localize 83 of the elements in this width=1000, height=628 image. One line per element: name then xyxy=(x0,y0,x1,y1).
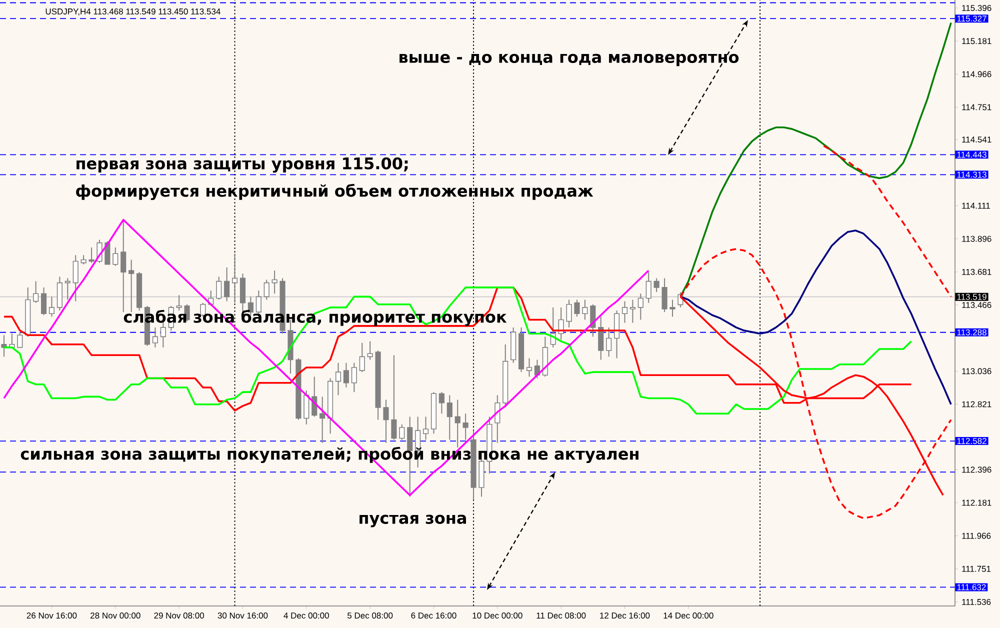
candlestick xyxy=(40,286,47,316)
candlestick xyxy=(351,362,357,393)
candlestick xyxy=(176,294,182,312)
ref-line-label: 111.632 xyxy=(957,584,986,590)
y-tick-label: 112.396 xyxy=(962,466,992,473)
candlestick xyxy=(335,362,342,396)
candlestick xyxy=(359,342,365,373)
candlestick xyxy=(391,354,397,440)
y-tick-label: 111.536 xyxy=(962,598,991,605)
candlestick xyxy=(654,278,660,293)
y-tick-label: 113.681 xyxy=(962,268,992,275)
candlestick xyxy=(320,396,326,444)
candlestick xyxy=(526,358,532,378)
y-tick-label: 111.966 xyxy=(962,532,991,539)
x-tick-label: 30 Nov 16:00 xyxy=(218,612,268,619)
candlestick xyxy=(399,424,405,440)
candlestick xyxy=(454,399,460,448)
text: USDJPY,H4 113.468 113.549 113.450 113.534 xyxy=(46,8,220,16)
x-tick-label: 14 Dec 00:00 xyxy=(664,612,714,619)
candlestick xyxy=(438,392,444,414)
candlestick xyxy=(630,299,636,324)
candlestick xyxy=(224,266,230,302)
candlestick xyxy=(446,394,452,440)
candlestick xyxy=(566,299,572,328)
candlestick xyxy=(272,270,278,294)
annotation: формируется некритичный объем отложенных продаж xyxy=(76,184,594,200)
y-tick-label: 112.821 xyxy=(962,401,992,408)
candlestick xyxy=(598,316,604,360)
candlestick xyxy=(638,293,644,320)
ref-line-label: 112.582 xyxy=(957,438,986,444)
candlestick xyxy=(606,326,612,358)
x-tick-label: 11 Dec 08:00 xyxy=(536,612,586,619)
x-tick-label: 6 Dec 16:00 xyxy=(411,612,456,619)
candlestick xyxy=(152,326,158,348)
x-tick-label: 4 Dec 00:00 xyxy=(284,612,329,619)
annotation: пустая зона xyxy=(360,514,466,528)
candlestick xyxy=(72,254,78,302)
candlestick xyxy=(622,300,628,324)
x-tick-label: 28 Nov 00:00 xyxy=(90,612,140,619)
candlestick xyxy=(232,253,238,304)
candlestick xyxy=(216,276,222,300)
candlestick xyxy=(367,340,373,360)
ref-line-label: 114.313 xyxy=(957,172,986,178)
candlestick xyxy=(582,299,588,320)
x-tick-label: 12 Dec 16:00 xyxy=(600,612,650,619)
candlestick xyxy=(48,296,55,318)
y-tick-label: 114.541 xyxy=(962,136,992,143)
y-tick-label: 113.036 xyxy=(962,368,992,374)
y-tick-label: 114.966 xyxy=(962,71,992,78)
candlestick xyxy=(112,246,118,266)
candlestick xyxy=(662,278,668,313)
candlestick xyxy=(462,413,468,440)
candlestick xyxy=(88,246,94,264)
candlestick xyxy=(304,390,310,425)
y-tick-label: 112.181 xyxy=(962,500,992,506)
x-tick-label: 29 Nov 08:00 xyxy=(154,612,204,619)
candlestick xyxy=(80,254,86,265)
candlestick xyxy=(343,362,349,388)
annotation: выше - до конца года маловероятно xyxy=(400,54,739,66)
y-tick-label: 113.466 xyxy=(962,302,992,308)
ref-line-label: 113.288 xyxy=(957,329,986,336)
y-tick-label: 114.751 xyxy=(962,104,992,110)
y-tick-label: 115.396 xyxy=(962,4,992,11)
y-tick-label: 111.751 xyxy=(962,566,991,572)
x-tick-label: 5 Dec 08:00 xyxy=(348,612,393,619)
candlestick xyxy=(383,399,389,444)
candlestick xyxy=(264,279,270,300)
candlestick xyxy=(670,299,676,318)
annotation: первая зона защиты уровня 115.00; xyxy=(76,157,408,173)
ref-line-label: 113.519 xyxy=(957,294,986,300)
y-tick-label: 114.111 xyxy=(962,202,990,209)
x-tick-label: 26 Nov 16:00 xyxy=(26,612,77,619)
x-tick-label: 10 Dec 00:00 xyxy=(472,612,522,619)
candlestick xyxy=(422,416,429,440)
y-tick-label: 115.181 xyxy=(962,38,992,44)
ref-line-label: 115.327 xyxy=(957,16,986,22)
ref-line-label: 114.443 xyxy=(957,152,986,158)
candlestick xyxy=(574,299,580,318)
candlestick xyxy=(33,280,39,304)
y-tick-label: 113.896 xyxy=(962,236,992,242)
candlestick xyxy=(646,272,652,304)
candlestick xyxy=(1,334,7,358)
candlestick xyxy=(17,332,23,348)
